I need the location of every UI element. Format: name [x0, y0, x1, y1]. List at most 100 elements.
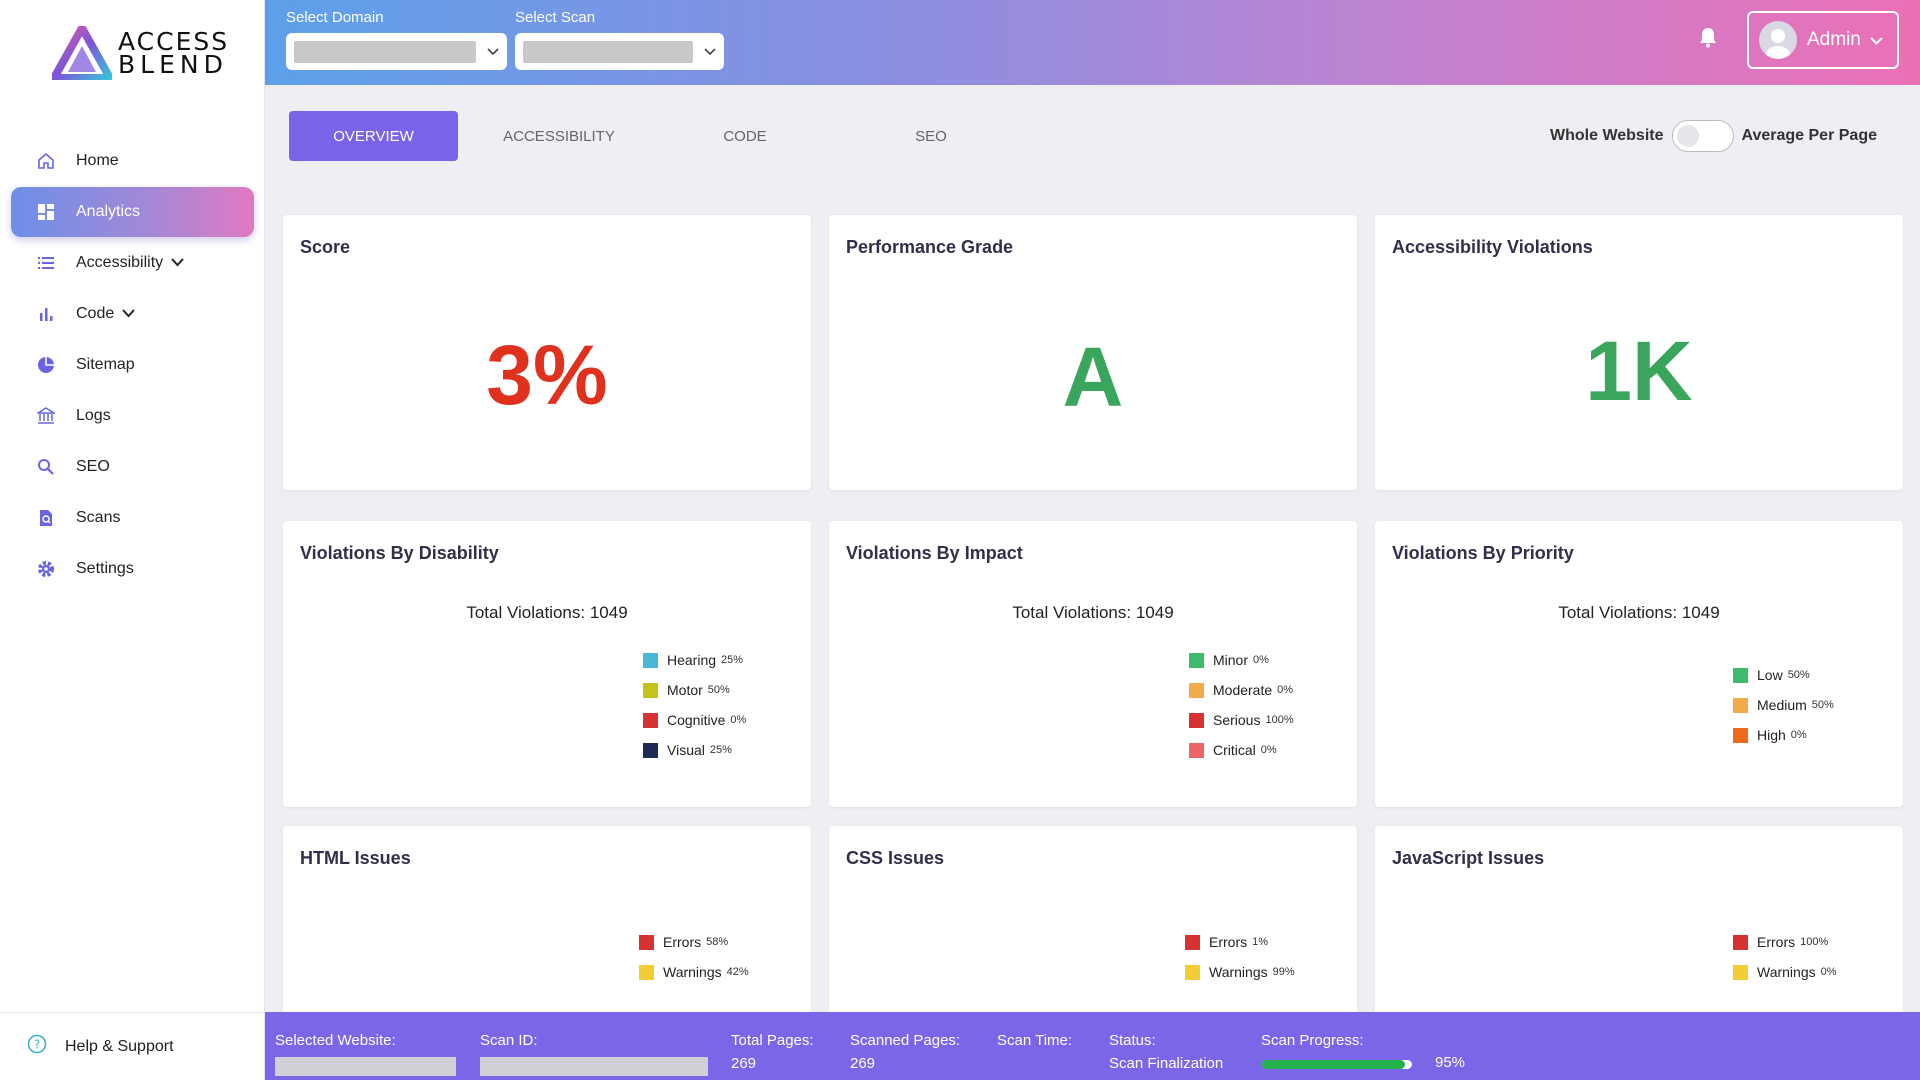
sidebar-item-code[interactable]: Code — [11, 289, 254, 339]
legend-item[interactable]: Moderate 0% — [1189, 675, 1294, 705]
scan-select-label: Select Scan — [515, 9, 596, 26]
sidebar-item-settings[interactable]: Settings — [11, 544, 254, 594]
selected-website: Selected Website: — [275, 1032, 456, 1076]
chart-legend: Errors 100% Warnings 0% — [1733, 927, 1837, 987]
card-title: CSS Issues — [846, 848, 945, 868]
tab-bar: OVERVIEW ACCESSIBILITY CODE SEO — [289, 111, 1032, 161]
sidebar-item-home[interactable]: Home — [11, 136, 254, 186]
sidebar-item-sitemap[interactable]: Sitemap — [11, 340, 254, 390]
sidebar-item-label: Analytics — [76, 203, 141, 220]
legend-label: Warnings — [663, 964, 722, 980]
legend-label: Hearing — [667, 652, 717, 668]
legend-item[interactable]: Errors 58% — [639, 927, 749, 957]
tab-code[interactable]: CODE — [723, 127, 767, 145]
legend-label: Cognitive — [667, 712, 726, 728]
brand-line-1: ACCESS — [118, 27, 230, 56]
sidebar-item-label: Home — [76, 152, 119, 169]
scan-progress-label: Scan Progress: — [1261, 1032, 1364, 1049]
sidebar-item-label: SEO — [76, 458, 110, 475]
brand-logo[interactable]: ACCESS BLEND — [52, 26, 229, 80]
legend-label: Warnings — [1757, 964, 1816, 980]
total-violations: Total Violations: 1049 — [1012, 603, 1174, 622]
legend-item[interactable]: Visual 25% — [643, 735, 746, 765]
sidebar-item-logs[interactable]: Logs — [11, 391, 254, 441]
home-icon — [35, 150, 57, 172]
legend-label: Errors — [1209, 934, 1248, 950]
legend-swatch — [643, 682, 658, 698]
legend-pct: 0% — [1820, 966, 1837, 978]
legend-item[interactable]: Warnings 42% — [639, 957, 749, 987]
legend-item[interactable]: Serious 100% — [1189, 705, 1294, 735]
legend-swatch — [639, 964, 654, 980]
view-toggle-switch[interactable] — [1671, 120, 1734, 152]
svg-text:?: ? — [34, 1038, 40, 1052]
legend-pct: 0% — [730, 714, 747, 726]
legend-label: Errors — [663, 934, 702, 950]
chart-legend: Low 50% Medium 50% High 0% — [1733, 660, 1834, 750]
chevron-down-icon[interactable] — [171, 256, 184, 270]
legend-label: Low — [1757, 667, 1783, 683]
legend-label: Critical — [1213, 742, 1256, 758]
legend-label: Moderate — [1213, 682, 1273, 698]
legend-item[interactable]: Warnings 99% — [1185, 957, 1295, 987]
help-support-link[interactable]: ? Help & Support — [0, 1012, 265, 1080]
bank-icon — [35, 405, 57, 427]
html-issues-card: HTML Issues Errors 58% Warnings 42% — [283, 826, 811, 1026]
legend-item[interactable]: High 0% — [1733, 720, 1834, 750]
legend-item[interactable]: Cognitive 0% — [643, 705, 746, 735]
tab-seo[interactable]: SEO — [915, 127, 947, 145]
sidebar-item-scans[interactable]: Scans — [11, 493, 254, 543]
legend-pct: 0% — [1253, 654, 1269, 666]
domain-select-label: Select Domain — [286, 9, 384, 26]
violations-by-disability-card: Violations By Disability Total Violation… — [283, 521, 811, 807]
legend-item[interactable]: Warnings 0% — [1733, 957, 1837, 987]
notification-bell-icon[interactable] — [1698, 26, 1718, 53]
top-header: Select Domain Select Scan Admin — [265, 0, 1920, 85]
avatar — [1759, 21, 1797, 59]
legend-pct: 1% — [1252, 936, 1269, 948]
legend-item[interactable]: Errors 1% — [1185, 927, 1295, 957]
legend-swatch — [1189, 682, 1204, 698]
scan-id: Scan ID: — [480, 1032, 708, 1076]
tab-overview[interactable]: OVERVIEW — [289, 111, 458, 161]
legend-item[interactable]: Low 50% — [1733, 660, 1834, 690]
chevron-down-icon[interactable] — [122, 307, 135, 321]
legend-item[interactable]: Critical 0% — [1189, 735, 1294, 765]
sidebar: ACCESS BLEND Home Analytics Accessibilit… — [0, 0, 265, 1080]
sidebar-item-accessibility[interactable]: Accessibility — [11, 238, 254, 288]
scan-select[interactable] — [515, 33, 724, 70]
chevron-down-icon — [1870, 29, 1883, 51]
javascript-issues-card: JavaScript Issues Errors 100% Warnings 0% — [1375, 826, 1903, 1026]
legend-label: Minor — [1213, 652, 1249, 668]
legend-pct: 0% — [1260, 744, 1277, 756]
legend-label: High — [1757, 727, 1786, 743]
toggle-knob — [1676, 125, 1699, 147]
status-value: Scan Finalization — [1109, 1055, 1224, 1072]
legend-item[interactable]: Medium 50% — [1733, 690, 1834, 720]
legend-swatch — [1185, 964, 1200, 980]
list-icon — [35, 252, 57, 274]
user-menu-button[interactable]: Admin — [1747, 11, 1899, 69]
total-pages-label: Total Pages: — [731, 1032, 814, 1049]
scan-id-value — [480, 1057, 708, 1076]
legend-item[interactable]: Hearing 25% — [643, 645, 746, 675]
sidebar-nav: Home Analytics Accessibility Code Sitema… — [11, 136, 254, 595]
card-title: Violations By Disability — [300, 543, 499, 563]
css-issues-card: CSS Issues Errors 1% Warnings 99% — [829, 826, 1357, 1026]
selected-website-value — [275, 1057, 456, 1076]
sidebar-item-label: Accessibility — [76, 254, 164, 271]
sidebar-item-analytics[interactable]: Analytics — [11, 187, 254, 237]
card-title: Score — [300, 237, 351, 257]
scan-time-label: Scan Time: — [997, 1032, 1073, 1049]
sidebar-item-seo[interactable]: SEO — [11, 442, 254, 492]
violations-by-priority-card: Violations By Priority Total Violations:… — [1375, 521, 1903, 807]
legend-item[interactable]: Errors 100% — [1733, 927, 1837, 957]
domain-select[interactable] — [286, 33, 507, 70]
performance-grade-card: Performance Grade A — [829, 215, 1357, 490]
legend-item[interactable]: Motor 50% — [643, 675, 746, 705]
tab-accessibility[interactable]: ACCESSIBILITY — [503, 127, 615, 145]
total-violations: Total Violations: 1049 — [466, 603, 628, 622]
accessibility-violations-card: Accessibility Violations 1K — [1375, 215, 1903, 490]
total-violations: Total Violations: 1049 — [1558, 603, 1720, 622]
legend-item[interactable]: Minor 0% — [1189, 645, 1294, 675]
